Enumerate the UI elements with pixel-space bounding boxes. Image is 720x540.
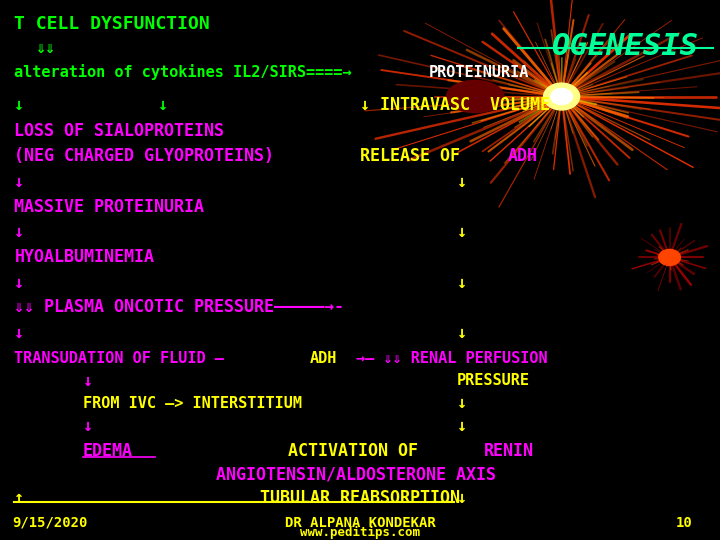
Text: TRANSUDATION OF FLUID —: TRANSUDATION OF FLUID — bbox=[14, 351, 224, 366]
Text: DR ALPANA KONDEKAR: DR ALPANA KONDEKAR bbox=[284, 516, 436, 530]
Text: ↓: ↓ bbox=[14, 96, 24, 113]
Text: ACTIVATION OF: ACTIVATION OF bbox=[288, 442, 428, 460]
Text: ADH: ADH bbox=[310, 351, 337, 366]
Text: →— ⇓⇓ RENAL PERFUSION: →— ⇓⇓ RENAL PERFUSION bbox=[356, 351, 548, 366]
Text: ↓: ↓ bbox=[457, 173, 467, 191]
Text: ↓: ↓ bbox=[14, 173, 24, 191]
Text: ↓ INTRAVASC  VOLUME: ↓ INTRAVASC VOLUME bbox=[360, 96, 550, 113]
Text: ↓: ↓ bbox=[158, 96, 168, 113]
Text: ANGIOTENSIN/ALDOSTERONE AXIS: ANGIOTENSIN/ALDOSTERONE AXIS bbox=[216, 465, 496, 484]
Text: ↓: ↓ bbox=[457, 323, 467, 342]
Text: www.peditips.com: www.peditips.com bbox=[300, 526, 420, 539]
Text: MASSIVE PROTEINURIA: MASSIVE PROTEINURIA bbox=[14, 198, 204, 215]
Text: ↓: ↓ bbox=[14, 222, 24, 241]
Text: PRESSURE: PRESSURE bbox=[457, 373, 530, 388]
Text: ↓: ↓ bbox=[457, 394, 467, 413]
Text: ↓: ↓ bbox=[83, 372, 93, 390]
Circle shape bbox=[544, 83, 580, 110]
Text: ⇓⇓: ⇓⇓ bbox=[36, 39, 56, 57]
Text: ↑: ↑ bbox=[14, 489, 24, 507]
Text: TUBULAR REABSORPTION: TUBULAR REABSORPTION bbox=[260, 489, 460, 507]
Text: EDEMA: EDEMA bbox=[83, 442, 132, 460]
Text: ⇓⇓ PLASMA ONCOTIC PRESSURE—————→-: ⇓⇓ PLASMA ONCOTIC PRESSURE—————→- bbox=[14, 298, 344, 316]
Text: HYOALBUMINEMIA: HYOALBUMINEMIA bbox=[14, 248, 154, 266]
Text: (NEG CHARGED GLYOPROTEINS): (NEG CHARGED GLYOPROTEINS) bbox=[14, 146, 274, 165]
Text: RENIN: RENIN bbox=[484, 442, 534, 460]
Circle shape bbox=[659, 249, 680, 266]
Text: ↓: ↓ bbox=[83, 417, 93, 435]
Ellipse shape bbox=[446, 80, 504, 113]
Text: OGENESIS: OGENESIS bbox=[552, 32, 698, 61]
Text: FROM IVC —> INTERSTITIUM: FROM IVC —> INTERSTITIUM bbox=[83, 396, 302, 411]
Text: ADH: ADH bbox=[508, 146, 538, 165]
Text: alteration of cytokines IL2/SIRS====→: alteration of cytokines IL2/SIRS====→ bbox=[14, 64, 361, 80]
Circle shape bbox=[551, 89, 572, 105]
Text: 9/15/2020: 9/15/2020 bbox=[13, 516, 88, 530]
Text: RELEASE OF: RELEASE OF bbox=[360, 146, 470, 165]
Text: ↓: ↓ bbox=[457, 222, 467, 241]
Text: T CELL DYSFUNCTION: T CELL DYSFUNCTION bbox=[14, 15, 210, 33]
Text: ↓: ↓ bbox=[457, 274, 467, 292]
Text: 10: 10 bbox=[675, 516, 693, 530]
Text: ↓: ↓ bbox=[457, 489, 467, 507]
Text: LOSS OF SIALOPROTEINS: LOSS OF SIALOPROTEINS bbox=[14, 123, 225, 140]
Text: ↓: ↓ bbox=[14, 323, 24, 342]
Text: PROTEINURIA: PROTEINURIA bbox=[428, 65, 528, 80]
Text: ↓: ↓ bbox=[457, 417, 467, 435]
Text: ↓: ↓ bbox=[14, 274, 24, 292]
